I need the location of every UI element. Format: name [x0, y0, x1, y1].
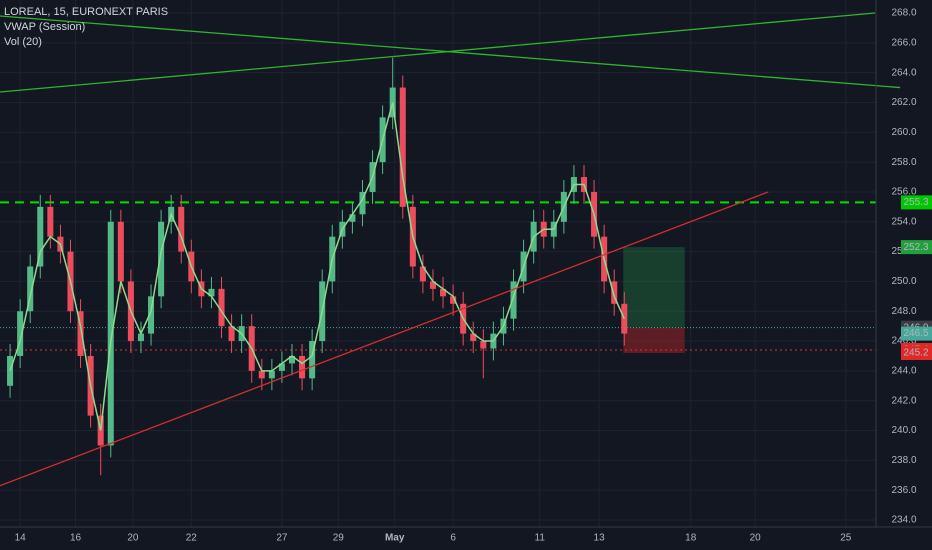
x-tick-label: 22: [186, 533, 198, 544]
candle-body: [429, 281, 436, 289]
price-marker: [901, 345, 932, 360]
y-tick-label: 234.0: [891, 515, 916, 526]
price-marker: [901, 240, 932, 255]
price-marker: [901, 326, 932, 341]
vwap-line: [9, 102, 625, 431]
y-tick-label: 236.0: [891, 485, 916, 496]
candle-body: [278, 363, 285, 371]
candle-body: [359, 191, 366, 215]
y-tick-label: 244.0: [891, 366, 916, 377]
x-tick-label: 18: [685, 533, 697, 544]
x-tick-label: 13: [594, 533, 606, 544]
y-tick-label: 254.0: [891, 216, 916, 227]
y-tick-label: 256.0: [891, 187, 916, 198]
chart-title[interactable]: LOREAL, 15, EURONEXT PARIS: [4, 6, 168, 18]
price-marker-label: 246.5: [903, 328, 928, 339]
y-tick-label: 246.0: [891, 336, 916, 347]
candle-body: [349, 214, 356, 222]
trend-line: [0, 191, 769, 487]
candle-body: [228, 326, 235, 342]
candle-body: [510, 281, 517, 319]
indicator-label[interactable]: Vol (20): [4, 36, 42, 48]
plot: [0, 12, 901, 487]
y-tick-label: 240.0: [891, 425, 916, 436]
candle-body: [208, 288, 215, 297]
y-tick-label: 250.0: [891, 276, 916, 287]
y-tick-label: 262.0: [891, 97, 916, 108]
candle-body: [258, 370, 265, 379]
candle-body: [309, 341, 316, 379]
candle-body: [17, 311, 24, 356]
candle-body: [268, 370, 275, 379]
x-tick-label: 20: [750, 533, 762, 544]
x-tick-label: 16: [70, 533, 82, 544]
axes: 234.0 236.0 238.0 240.0 242.0 244.0 246.0 248.0…: [15, 8, 932, 544]
candle-body: [440, 288, 447, 297]
candle-body: [137, 333, 144, 342]
candle-body: [47, 206, 54, 237]
candle-body: [148, 296, 155, 334]
candle-body: [178, 206, 185, 252]
candle-body: [218, 288, 225, 327]
x-tick-label: 14: [15, 533, 27, 544]
x-tick-label: 29: [333, 533, 345, 544]
y-tick-label: 260.0: [891, 127, 916, 138]
price-marker-label: 252.3: [903, 242, 928, 253]
indicator-label[interactable]: VWAP (Session): [4, 21, 85, 33]
y-tick-label: 248.0: [891, 306, 916, 317]
candle-body: [611, 281, 618, 304]
candle-body: [299, 355, 306, 379]
y-tick-label: 258.0: [891, 157, 916, 168]
candle-body: [288, 355, 296, 364]
candle-body: [470, 333, 477, 342]
y-tick-label: 242.0: [891, 395, 916, 406]
profit-zone: [623, 247, 685, 328]
x-tick-label: 20: [127, 533, 139, 544]
x-tick-label: May: [385, 533, 405, 544]
candle-body: [117, 221, 124, 282]
y-tick-label: 266.0: [891, 37, 916, 48]
candle-body: [77, 311, 84, 356]
x-tick-label: 11: [535, 533, 546, 544]
grid: [0, 0, 876, 527]
price-marker: [901, 195, 932, 210]
y-tick-label: 268.0: [891, 8, 916, 19]
candle-body: [158, 221, 165, 297]
x-tick-label: 25: [840, 533, 852, 544]
candle-body: [419, 266, 426, 282]
x-tick-label: 6: [450, 533, 456, 544]
candle-body: [480, 341, 487, 349]
loss-zone: [623, 327, 685, 353]
y-tick-label: 264.0: [891, 67, 916, 78]
trend-line: [0, 12, 876, 93]
candle-body: [450, 296, 457, 304]
candle-body: [399, 87, 406, 207]
candle-body: [27, 266, 34, 312]
x-tick-label: 27: [276, 533, 288, 544]
price-marker-label: 255.3: [903, 197, 928, 208]
candle-body: [37, 206, 44, 267]
price-marker-label: 245.2: [903, 348, 928, 359]
y-tick-label: 238.0: [891, 455, 916, 466]
candle-body: [107, 221, 114, 446]
